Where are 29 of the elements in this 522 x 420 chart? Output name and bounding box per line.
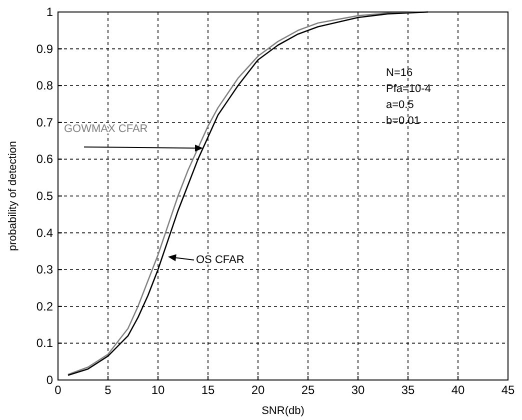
x-tick-label: 30 [351,383,365,397]
x-tick-label: 0 [54,383,62,397]
y-tick-label: 0.7 [36,115,54,130]
x-tick-label: 10 [151,383,165,397]
legend-label: OS CFAR [196,254,244,266]
annotation: a=0.5 [386,99,414,111]
x-tick-label: 25 [301,383,315,397]
y-tick-label: 0.2 [36,299,54,314]
y-axis-title: probability of detection [7,140,19,252]
x-axis-title: SNR(db) [262,405,304,417]
x-tick-label: 35 [401,383,415,397]
x-tick-label: 45 [501,383,515,397]
annotation: Pfa=10-4 [386,83,431,95]
annotation: N=16 [386,67,413,79]
y-tick-label: 0.4 [36,226,54,240]
y-tick-label: 0.5 [36,189,54,203]
x-tick-label: 40 [451,383,465,397]
y-tick-label: 0.3 [36,262,54,277]
y-tick-label: 0.9 [36,42,54,56]
x-tick-label: 5 [104,383,112,397]
x-tick-label: 15 [201,383,215,397]
annotation: b=0.01 [386,115,420,127]
y-tick-label: 0.8 [36,78,54,93]
x-tick-label: 20 [251,383,265,397]
y-tick-label: 1 [46,5,54,19]
y-tick-label: 0 [46,373,54,387]
y-tick-label: 0.6 [36,152,54,166]
y-tick-label: 0.1 [36,336,54,350]
text: GOWMAX CFAR [64,123,148,135]
